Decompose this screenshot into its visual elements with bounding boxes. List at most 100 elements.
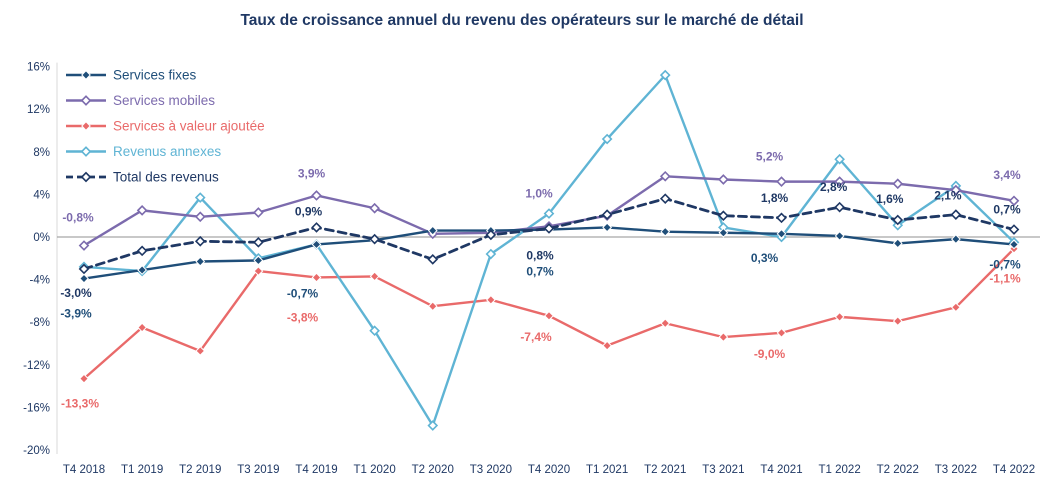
data-label-fixes: -3,9% — [60, 307, 92, 321]
marker-total — [369, 233, 380, 245]
legend-label-fixes: Services fixes — [113, 68, 197, 83]
data-label-fixes: -0,7% — [989, 257, 1021, 271]
marker-fixes — [427, 225, 438, 236]
legend-item-fixes: Services fixes — [66, 68, 197, 83]
x-tick-label: T4 2020 — [528, 464, 570, 476]
marker-vas — [660, 318, 671, 329]
data-labels: -0,8% -3,0% -3,9% -13,3% 3,9% 0,9% -0,7% -3,8% 1… — [60, 150, 1021, 411]
x-tick-label: T3 2021 — [702, 464, 744, 476]
legend: Services fixes Services mobiles Services à… — [66, 68, 265, 185]
marker-mobiles — [834, 176, 845, 187]
legend-marker-vas — [81, 121, 91, 131]
marker-vas — [718, 332, 729, 343]
x-tick-label: T2 2021 — [644, 464, 686, 476]
legend-item-vas: Services à valeur ajoutée — [66, 119, 265, 134]
legend-label-mobiles: Services mobiles — [113, 93, 215, 108]
marker-fixes — [892, 238, 903, 249]
data-label-total: 0,7% — [993, 203, 1021, 217]
x-tick-label: T2 2020 — [412, 464, 454, 476]
data-label-fixes: 0,3% — [751, 251, 779, 265]
data-label-total: 0,9% — [295, 204, 323, 218]
marker-vas — [892, 316, 903, 327]
y-axis: 16% 12% 8% 4% 0% -4% -8% -12% -16% -20% — [23, 62, 50, 457]
marker-total — [834, 201, 845, 213]
data-label-total: 1,6% — [876, 192, 904, 206]
y-tick-label: 4% — [33, 189, 50, 201]
marker-fixes — [253, 255, 264, 266]
marker-vas — [311, 272, 322, 283]
chart-title: Taux de croissance annuel du revenu des … — [240, 12, 803, 29]
marker-total — [776, 212, 787, 224]
marker-vas — [195, 346, 206, 356]
marker-total — [543, 223, 555, 234]
marker-vas — [776, 327, 787, 338]
marker-mobiles — [950, 184, 962, 196]
data-label-vas: -7,4% — [520, 330, 552, 344]
marker-mobiles — [659, 170, 671, 182]
marker-vas — [427, 301, 438, 312]
marker-mobiles — [369, 202, 380, 214]
marker-mobiles — [892, 178, 904, 190]
x-tick-label: T1 2019 — [121, 464, 163, 476]
x-tick-label: T3 2019 — [237, 464, 279, 476]
marker-total — [1008, 224, 1020, 235]
legend-item-annexes: Revenus annexes — [66, 144, 221, 159]
data-label-total: -3,0% — [60, 286, 92, 300]
marker-vas — [544, 310, 554, 321]
data-label-mobiles: -0,8% — [62, 211, 94, 225]
marker-annexes — [485, 248, 497, 260]
marker-annexes — [543, 208, 555, 219]
marker-total — [950, 209, 962, 220]
marker-fixes — [311, 239, 322, 250]
x-tick-label: T1 2021 — [586, 464, 628, 476]
legend-label-annexes: Revenus annexes — [113, 144, 221, 159]
legend-marker-fixes — [81, 70, 91, 80]
marker-mobiles — [136, 205, 148, 216]
x-tick-label: T1 2022 — [819, 464, 861, 476]
marker-annexes — [427, 420, 439, 431]
data-label-fixes: 0,7% — [526, 265, 554, 279]
x-tick-label: T3 2022 — [935, 464, 977, 476]
marker-fixes — [195, 256, 206, 267]
marker-annexes — [659, 69, 671, 81]
marker-mobiles — [718, 174, 729, 185]
marker-total — [427, 254, 439, 265]
marker-mobiles — [1008, 195, 1020, 207]
legend-marker-total — [80, 171, 92, 183]
data-label-vas: -3,8% — [287, 310, 319, 324]
marker-vas — [369, 271, 380, 282]
marker-mobiles — [776, 176, 787, 187]
marker-fixes — [1009, 239, 1019, 250]
data-label-total: 2,1% — [934, 189, 962, 203]
data-label-mobiles: 5,2% — [756, 150, 784, 164]
x-tick-label: T4 2021 — [760, 464, 802, 476]
marker-mobiles — [311, 190, 322, 201]
legend-marker-mobiles — [80, 95, 92, 106]
marker-total — [718, 210, 729, 222]
y-tick-label: -4% — [30, 275, 50, 287]
y-tick-label: -8% — [30, 317, 50, 329]
data-label-total: 0,8% — [526, 248, 554, 262]
x-tick-label: T4 2019 — [295, 464, 337, 476]
marker-fixes — [602, 222, 613, 233]
marker-total — [485, 229, 497, 241]
marker-total — [311, 222, 322, 233]
legend-label-total: Total des revenus — [113, 170, 219, 185]
marker-fixes — [79, 273, 89, 284]
x-tick-label: T4 2022 — [993, 464, 1035, 476]
series-total — [78, 193, 1020, 275]
plot-area: 16% 12% 8% 4% 0% -4% -8% -12% -16% -20% T4 2018 T1 … — [23, 62, 1040, 476]
data-label-mobiles: 1,0% — [525, 186, 553, 200]
marker-fixes — [718, 227, 729, 238]
data-label-vas: -1,1% — [989, 272, 1021, 286]
series-vas — [79, 243, 1019, 384]
marker-total — [659, 193, 671, 204]
marker-vas — [485, 294, 496, 305]
data-label-vas: -9,0% — [754, 347, 786, 361]
legend-item-total: Total des revenus — [66, 170, 219, 185]
marker-vas — [79, 373, 89, 384]
x-tick-label: T2 2019 — [179, 464, 221, 476]
x-tick-label: T4 2018 — [63, 464, 105, 476]
legend-label-vas: Services à valeur ajoutée — [113, 119, 265, 134]
